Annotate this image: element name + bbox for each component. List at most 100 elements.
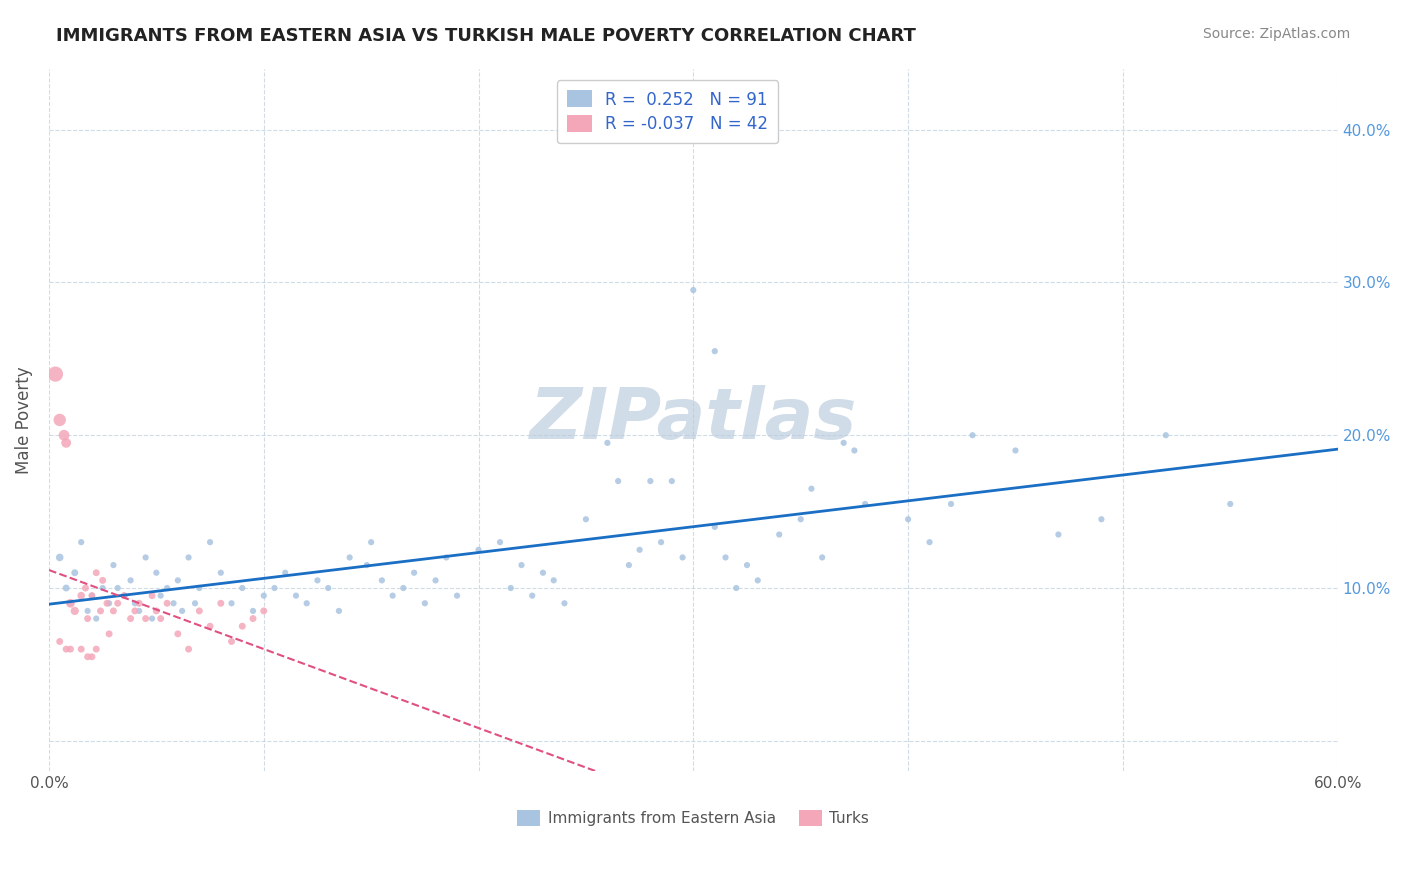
Point: [1090, 512, 1112, 526]
Point: [231, 619, 253, 633]
Point: [434, 550, 457, 565]
Point: [939, 497, 962, 511]
Point: [91, 574, 114, 588]
Point: [128, 596, 150, 610]
Point: [198, 619, 221, 633]
Point: [328, 604, 350, 618]
Point: [80, 589, 103, 603]
Point: [671, 550, 693, 565]
Point: [962, 428, 984, 442]
Point: [789, 512, 811, 526]
Point: [84, 611, 107, 625]
Point: [425, 574, 447, 588]
Point: [128, 604, 150, 618]
Point: [285, 589, 308, 603]
Point: [607, 474, 630, 488]
Point: [360, 535, 382, 549]
Point: [499, 581, 522, 595]
Point: [55, 435, 77, 450]
Point: [231, 581, 253, 595]
Text: Source: ZipAtlas.com: Source: ZipAtlas.com: [1202, 27, 1350, 41]
Point: [1004, 443, 1026, 458]
Point: [120, 574, 142, 588]
Point: [295, 596, 318, 610]
Point: [63, 566, 86, 580]
Point: [844, 443, 866, 458]
Point: [76, 649, 98, 664]
Point: [112, 589, 135, 603]
Point: [242, 611, 264, 625]
Point: [661, 474, 683, 488]
Point: [98, 596, 121, 610]
Point: [531, 566, 554, 580]
Point: [209, 596, 232, 610]
Point: [188, 604, 211, 618]
Point: [446, 589, 468, 603]
Point: [628, 542, 651, 557]
Text: ZIPatlas: ZIPatlas: [530, 385, 858, 454]
Point: [768, 527, 790, 541]
Point: [149, 611, 172, 625]
Point: [70, 535, 93, 549]
Point: [84, 642, 107, 657]
Point: [735, 558, 758, 573]
Point: [543, 574, 565, 588]
Point: [832, 435, 855, 450]
Point: [510, 558, 533, 573]
Point: [188, 581, 211, 595]
Point: [156, 596, 179, 610]
Point: [76, 611, 98, 625]
Point: [392, 581, 415, 595]
Point: [55, 581, 77, 595]
Point: [162, 596, 184, 610]
Point: [575, 512, 598, 526]
Point: [682, 283, 704, 297]
Point: [48, 413, 70, 427]
Point: [553, 596, 575, 610]
Point: [356, 558, 378, 573]
Point: [381, 589, 404, 603]
Point: [198, 535, 221, 549]
Point: [339, 550, 361, 565]
Point: [725, 581, 748, 595]
Point: [75, 581, 97, 595]
Point: [897, 512, 920, 526]
Point: [640, 474, 662, 488]
Point: [747, 574, 769, 588]
Point: [44, 367, 66, 381]
Point: [650, 535, 672, 549]
Point: [135, 611, 157, 625]
Point: [263, 581, 285, 595]
Point: [811, 550, 834, 565]
Point: [166, 574, 188, 588]
Point: [103, 604, 125, 618]
Point: [617, 558, 640, 573]
Point: [48, 550, 70, 565]
Point: [221, 596, 243, 610]
Point: [316, 581, 339, 595]
Point: [404, 566, 426, 580]
Point: [98, 627, 121, 641]
Point: [371, 574, 394, 588]
Point: [59, 596, 82, 610]
Point: [489, 535, 512, 549]
Point: [80, 649, 103, 664]
Point: [145, 604, 167, 618]
Point: [59, 642, 82, 657]
Point: [141, 589, 163, 603]
Point: [107, 581, 129, 595]
Point: [274, 566, 297, 580]
Point: [84, 566, 107, 580]
Point: [172, 604, 194, 618]
Point: [209, 566, 232, 580]
Point: [76, 604, 98, 618]
Point: [1154, 428, 1177, 442]
Point: [63, 604, 86, 618]
Point: [800, 482, 823, 496]
Y-axis label: Male Poverty: Male Poverty: [15, 366, 32, 474]
Point: [177, 550, 200, 565]
Point: [918, 535, 941, 549]
Point: [80, 589, 103, 603]
Point: [141, 611, 163, 625]
Point: [253, 604, 276, 618]
